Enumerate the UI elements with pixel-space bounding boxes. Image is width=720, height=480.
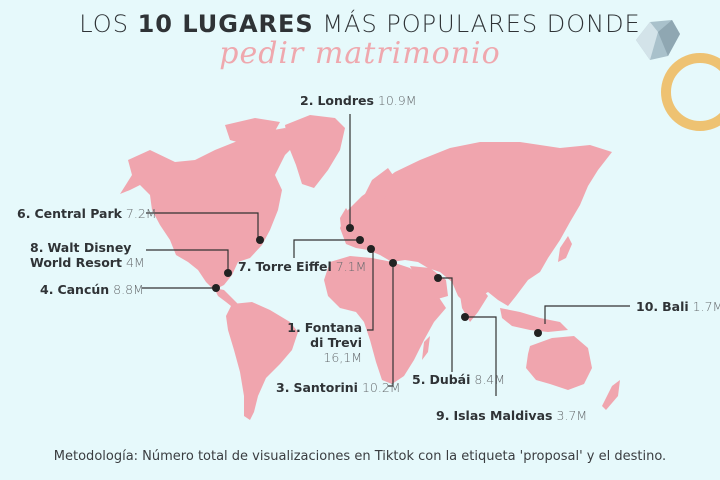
marker-torre-eiffel (356, 236, 364, 244)
page-title: LOS 10 LUGARES MÁS POPULARES DONDE (0, 10, 720, 38)
label-islas-maldivas: 9. Islas Maldivas 3.7M (436, 408, 588, 423)
uk (340, 208, 350, 228)
australia (526, 336, 592, 390)
page-subtitle: pedir matrimonio (219, 36, 501, 71)
marker-bali (534, 329, 542, 337)
madagascar (422, 336, 430, 360)
arctic-islands (225, 118, 280, 145)
label-dubai: 5. Dubái 8.4M (412, 372, 506, 387)
ring-icon (636, 20, 720, 131)
new-zealand (602, 380, 620, 410)
marker-cancun (212, 284, 220, 292)
title-suffix: MÁS POPULARES DONDE (313, 10, 641, 38)
marker-walt-disney (224, 269, 232, 277)
indonesia (500, 308, 568, 332)
label-bali: 10. Bali 1.7M (636, 299, 720, 314)
scandinavia (362, 168, 395, 214)
marker-maldivas (461, 313, 469, 321)
north-america (120, 128, 300, 290)
label-central-park: 6. Central Park 7.2M (17, 206, 157, 221)
india (458, 282, 488, 322)
marker-dubai (434, 274, 442, 282)
label-cancun: 4. Cancún 8.8M (40, 282, 144, 297)
location-markers (212, 224, 542, 337)
eurasia (340, 142, 612, 306)
methodology-note: Metodología: Número total de visualizaci… (53, 449, 667, 464)
label-fontana-di-trevi: 1. Fontana di Trevi 16,1M (287, 320, 362, 365)
land-masses (120, 115, 620, 420)
label-santorini: 3. Santorini 10.2M (276, 380, 401, 395)
japan (558, 236, 572, 262)
label-walt-disney: 8. Walt Disney World Resort 4M (30, 240, 145, 270)
label-londres: 2. Londres 10.9M (300, 93, 417, 108)
marker-londres (346, 224, 354, 232)
south-america (226, 302, 298, 420)
marker-central-park (256, 236, 264, 244)
africa (324, 256, 446, 384)
marker-santorini (389, 259, 397, 267)
marker-fontana-di-trevi (367, 245, 375, 253)
greenland (285, 115, 345, 188)
title-prefix: LOS (79, 10, 138, 38)
label-torre-eiffel: 7. Torre Eiffel 7.1M (238, 259, 367, 274)
leader-lines (142, 114, 630, 396)
title-bold: 10 LUGARES (137, 10, 314, 38)
